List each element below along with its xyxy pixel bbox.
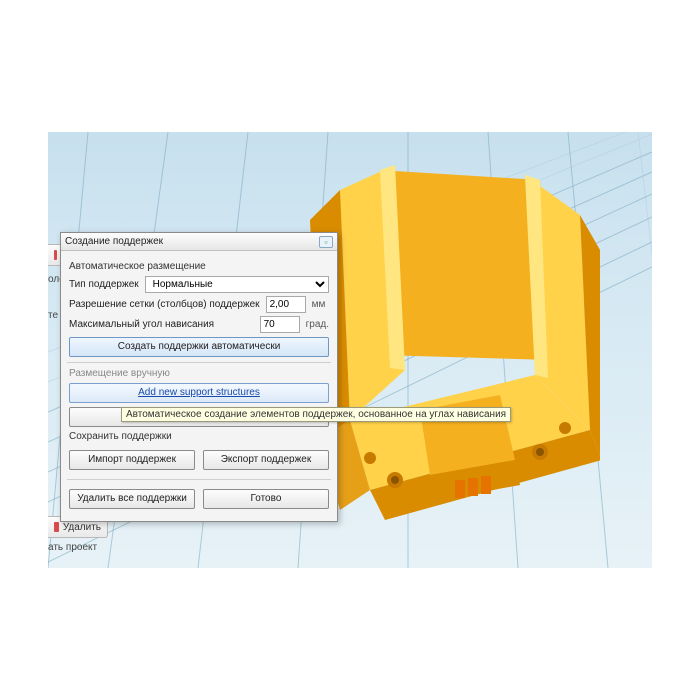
supports-dialog: Создание поддержек ▫ Автоматическое разм… <box>60 232 338 522</box>
model-3d[interactable] <box>310 160 600 530</box>
delete-icon <box>54 522 59 532</box>
close-icon[interactable]: ▫ <box>319 236 333 248</box>
dialog-titlebar[interactable]: Создание поддержек ▫ <box>61 233 337 251</box>
grid-label: Разрешение сетки (столбцов) поддержек <box>69 299 260 310</box>
grid-resolution-input[interactable] <box>266 296 306 313</box>
import-supports-button[interactable]: Импорт поддержек <box>69 450 195 470</box>
delete-all-supports-button[interactable]: Удалить все поддержки <box>69 489 195 509</box>
screenshot-frame: Удали оложение те для редактир Удалить а… <box>48 132 652 568</box>
viewport-3d[interactable]: Удали оложение те для редактир Удалить а… <box>48 132 652 568</box>
delete-icon <box>54 250 57 260</box>
export-supports-button[interactable]: Экспорт поддержек <box>203 450 329 470</box>
overhang-angle-input[interactable] <box>260 316 300 333</box>
angle-unit: град. <box>306 319 329 330</box>
section-manual-label: Размещение вручную <box>69 368 329 379</box>
generate-supports-button[interactable]: Создать поддержки автоматически <box>69 337 329 357</box>
tooltip: Автоматическое создание элементов поддер… <box>121 407 511 422</box>
type-label: Тип поддержек <box>69 279 139 290</box>
delete-label-2: Удалить <box>63 522 101 533</box>
angle-label: Максимальный угол нависания <box>69 319 214 330</box>
project-label-partial: ать проект <box>48 542 97 553</box>
dialog-title: Создание поддержек <box>65 236 319 247</box>
grid-unit: мм <box>312 299 326 310</box>
section-auto-label: Автоматическое размещение <box>69 261 329 272</box>
support-type-select[interactable]: Нормальные <box>145 276 329 293</box>
section-save-label: Сохранить поддержки <box>69 431 329 442</box>
add-support-button[interactable]: Add new support structures <box>69 383 329 403</box>
done-button[interactable]: Готово <box>203 489 329 509</box>
